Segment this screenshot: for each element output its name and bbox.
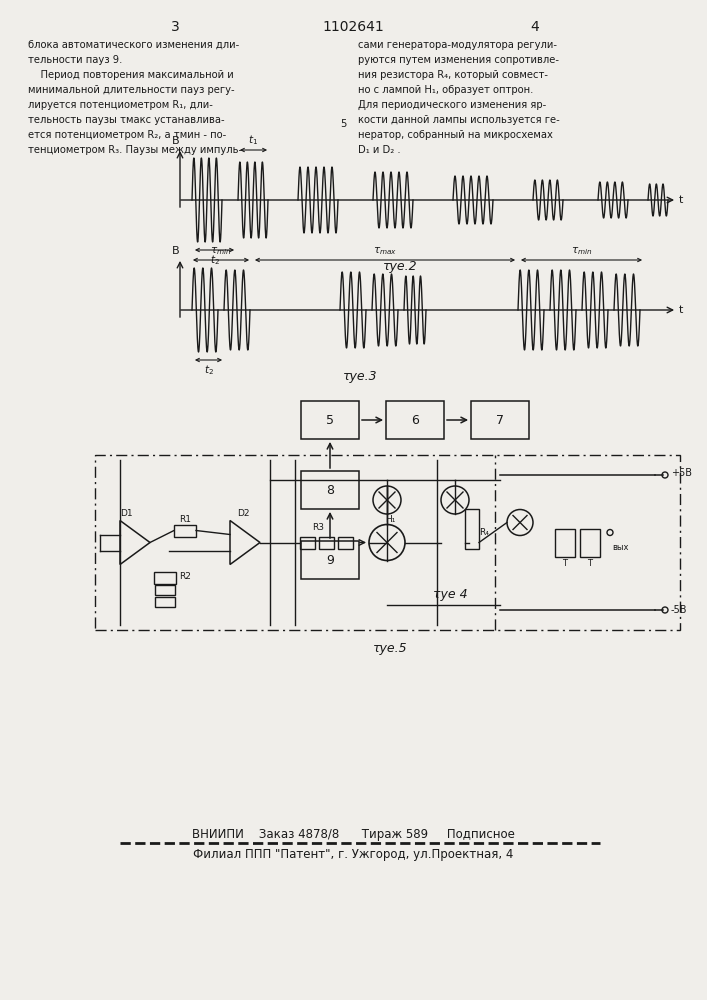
Text: 4: 4 bbox=[531, 20, 539, 34]
Bar bbox=[301, 541, 359, 579]
Text: R1: R1 bbox=[179, 514, 191, 524]
Bar bbox=[301, 401, 359, 439]
Text: руются путем изменения сопротивле-: руются путем изменения сопротивле- bbox=[358, 55, 559, 65]
Text: t: t bbox=[679, 305, 684, 315]
Text: τуе.2: τуе.2 bbox=[382, 260, 417, 273]
Text: 9: 9 bbox=[326, 554, 334, 566]
Text: D1: D1 bbox=[120, 510, 133, 518]
Bar bbox=[155, 596, 175, 606]
Bar bbox=[465, 508, 479, 548]
Bar bbox=[301, 471, 359, 509]
Text: ВНИИПИ    Заказ 4878/8      Тираж 589     Подписное: ВНИИПИ Заказ 4878/8 Тираж 589 Подписное bbox=[192, 828, 515, 841]
Text: Период повторения максимальной и: Период повторения максимальной и bbox=[28, 70, 234, 80]
Text: Для периодического изменения яр-: Для периодического изменения яр- bbox=[358, 100, 547, 110]
Text: τуе 4: τуе 4 bbox=[433, 588, 467, 601]
Text: t: t bbox=[679, 195, 684, 205]
Bar bbox=[155, 584, 175, 594]
Text: H₁: H₁ bbox=[385, 514, 395, 524]
Text: $\tau_{min}$: $\tau_{min}$ bbox=[210, 245, 232, 257]
Bar bbox=[386, 401, 444, 439]
Text: B: B bbox=[173, 136, 180, 146]
Text: лируется потенциометром R₁, дли-: лируется потенциометром R₁, дли- bbox=[28, 100, 213, 110]
Text: 5: 5 bbox=[340, 119, 346, 129]
Bar bbox=[300, 536, 315, 548]
Text: 6: 6 bbox=[411, 414, 419, 426]
Text: сами генератора-модулятора регули-: сами генератора-модулятора регули- bbox=[358, 40, 557, 50]
Text: Филиал ППП "Патент", г. Ужгород, ул.Проектная, 4: Филиал ППП "Патент", г. Ужгород, ул.Прое… bbox=[193, 848, 513, 861]
Bar bbox=[319, 536, 334, 548]
Text: ния резистора R₄, который совмест-: ния резистора R₄, который совмест- bbox=[358, 70, 548, 80]
Text: блока автоматического изменения дли-: блока автоматического изменения дли- bbox=[28, 40, 239, 50]
Bar bbox=[338, 536, 353, 548]
Text: нератор, собранный на микросхемах: нератор, собранный на микросхемах bbox=[358, 130, 553, 140]
Text: тельности пауз 9.: тельности пауз 9. bbox=[28, 55, 122, 65]
Text: 1102641: 1102641 bbox=[322, 20, 384, 34]
Text: D2: D2 bbox=[237, 510, 250, 518]
Bar bbox=[471, 401, 529, 439]
Bar bbox=[95, 455, 680, 630]
Text: тенциометром R₃. Паузы между импуль-: тенциометром R₃. Паузы между импуль- bbox=[28, 145, 242, 155]
Bar bbox=[174, 524, 196, 536]
Text: B: B bbox=[173, 246, 180, 256]
Bar bbox=[555, 528, 575, 556]
Text: R3: R3 bbox=[312, 524, 324, 532]
Bar bbox=[580, 528, 600, 556]
Text: R₄: R₄ bbox=[479, 528, 489, 537]
Text: 7: 7 bbox=[496, 414, 504, 426]
Text: 3: 3 bbox=[170, 20, 180, 34]
Text: +5B: +5B bbox=[671, 468, 692, 478]
Bar bbox=[154, 572, 176, 584]
Text: $t_1$: $t_1$ bbox=[248, 133, 259, 147]
Text: $\tau_{max}$: $\tau_{max}$ bbox=[373, 245, 397, 257]
Text: ется потенциометром R₂, а τмин - по-: ется потенциометром R₂, а τмин - по- bbox=[28, 130, 226, 140]
Text: R2: R2 bbox=[179, 572, 191, 581]
Text: 5: 5 bbox=[326, 414, 334, 426]
Text: T: T bbox=[588, 560, 592, 568]
Text: минимальной длительности пауз регу-: минимальной длительности пауз регу- bbox=[28, 85, 235, 95]
Text: тельность паузы τмакс устанавлива-: тельность паузы τмакс устанавлива- bbox=[28, 115, 225, 125]
Text: кости данной лампы используется ге-: кости данной лампы используется ге- bbox=[358, 115, 560, 125]
Text: 8: 8 bbox=[326, 484, 334, 496]
Text: $t_2$: $t_2$ bbox=[204, 363, 214, 377]
Text: $t_2$: $t_2$ bbox=[209, 253, 219, 267]
Text: τуе.3: τуе.3 bbox=[343, 370, 378, 383]
Text: T: T bbox=[563, 560, 568, 568]
Text: вых: вых bbox=[612, 543, 629, 552]
Text: τуе.5: τуе.5 bbox=[373, 642, 407, 655]
Text: D₁ и D₂ .: D₁ и D₂ . bbox=[358, 145, 401, 155]
Text: $\tau_{min}$: $\tau_{min}$ bbox=[571, 245, 592, 257]
Text: -5B: -5B bbox=[671, 605, 687, 615]
Text: но с лампой H₁, образует оптрон.: но с лампой H₁, образует оптрон. bbox=[358, 85, 533, 95]
